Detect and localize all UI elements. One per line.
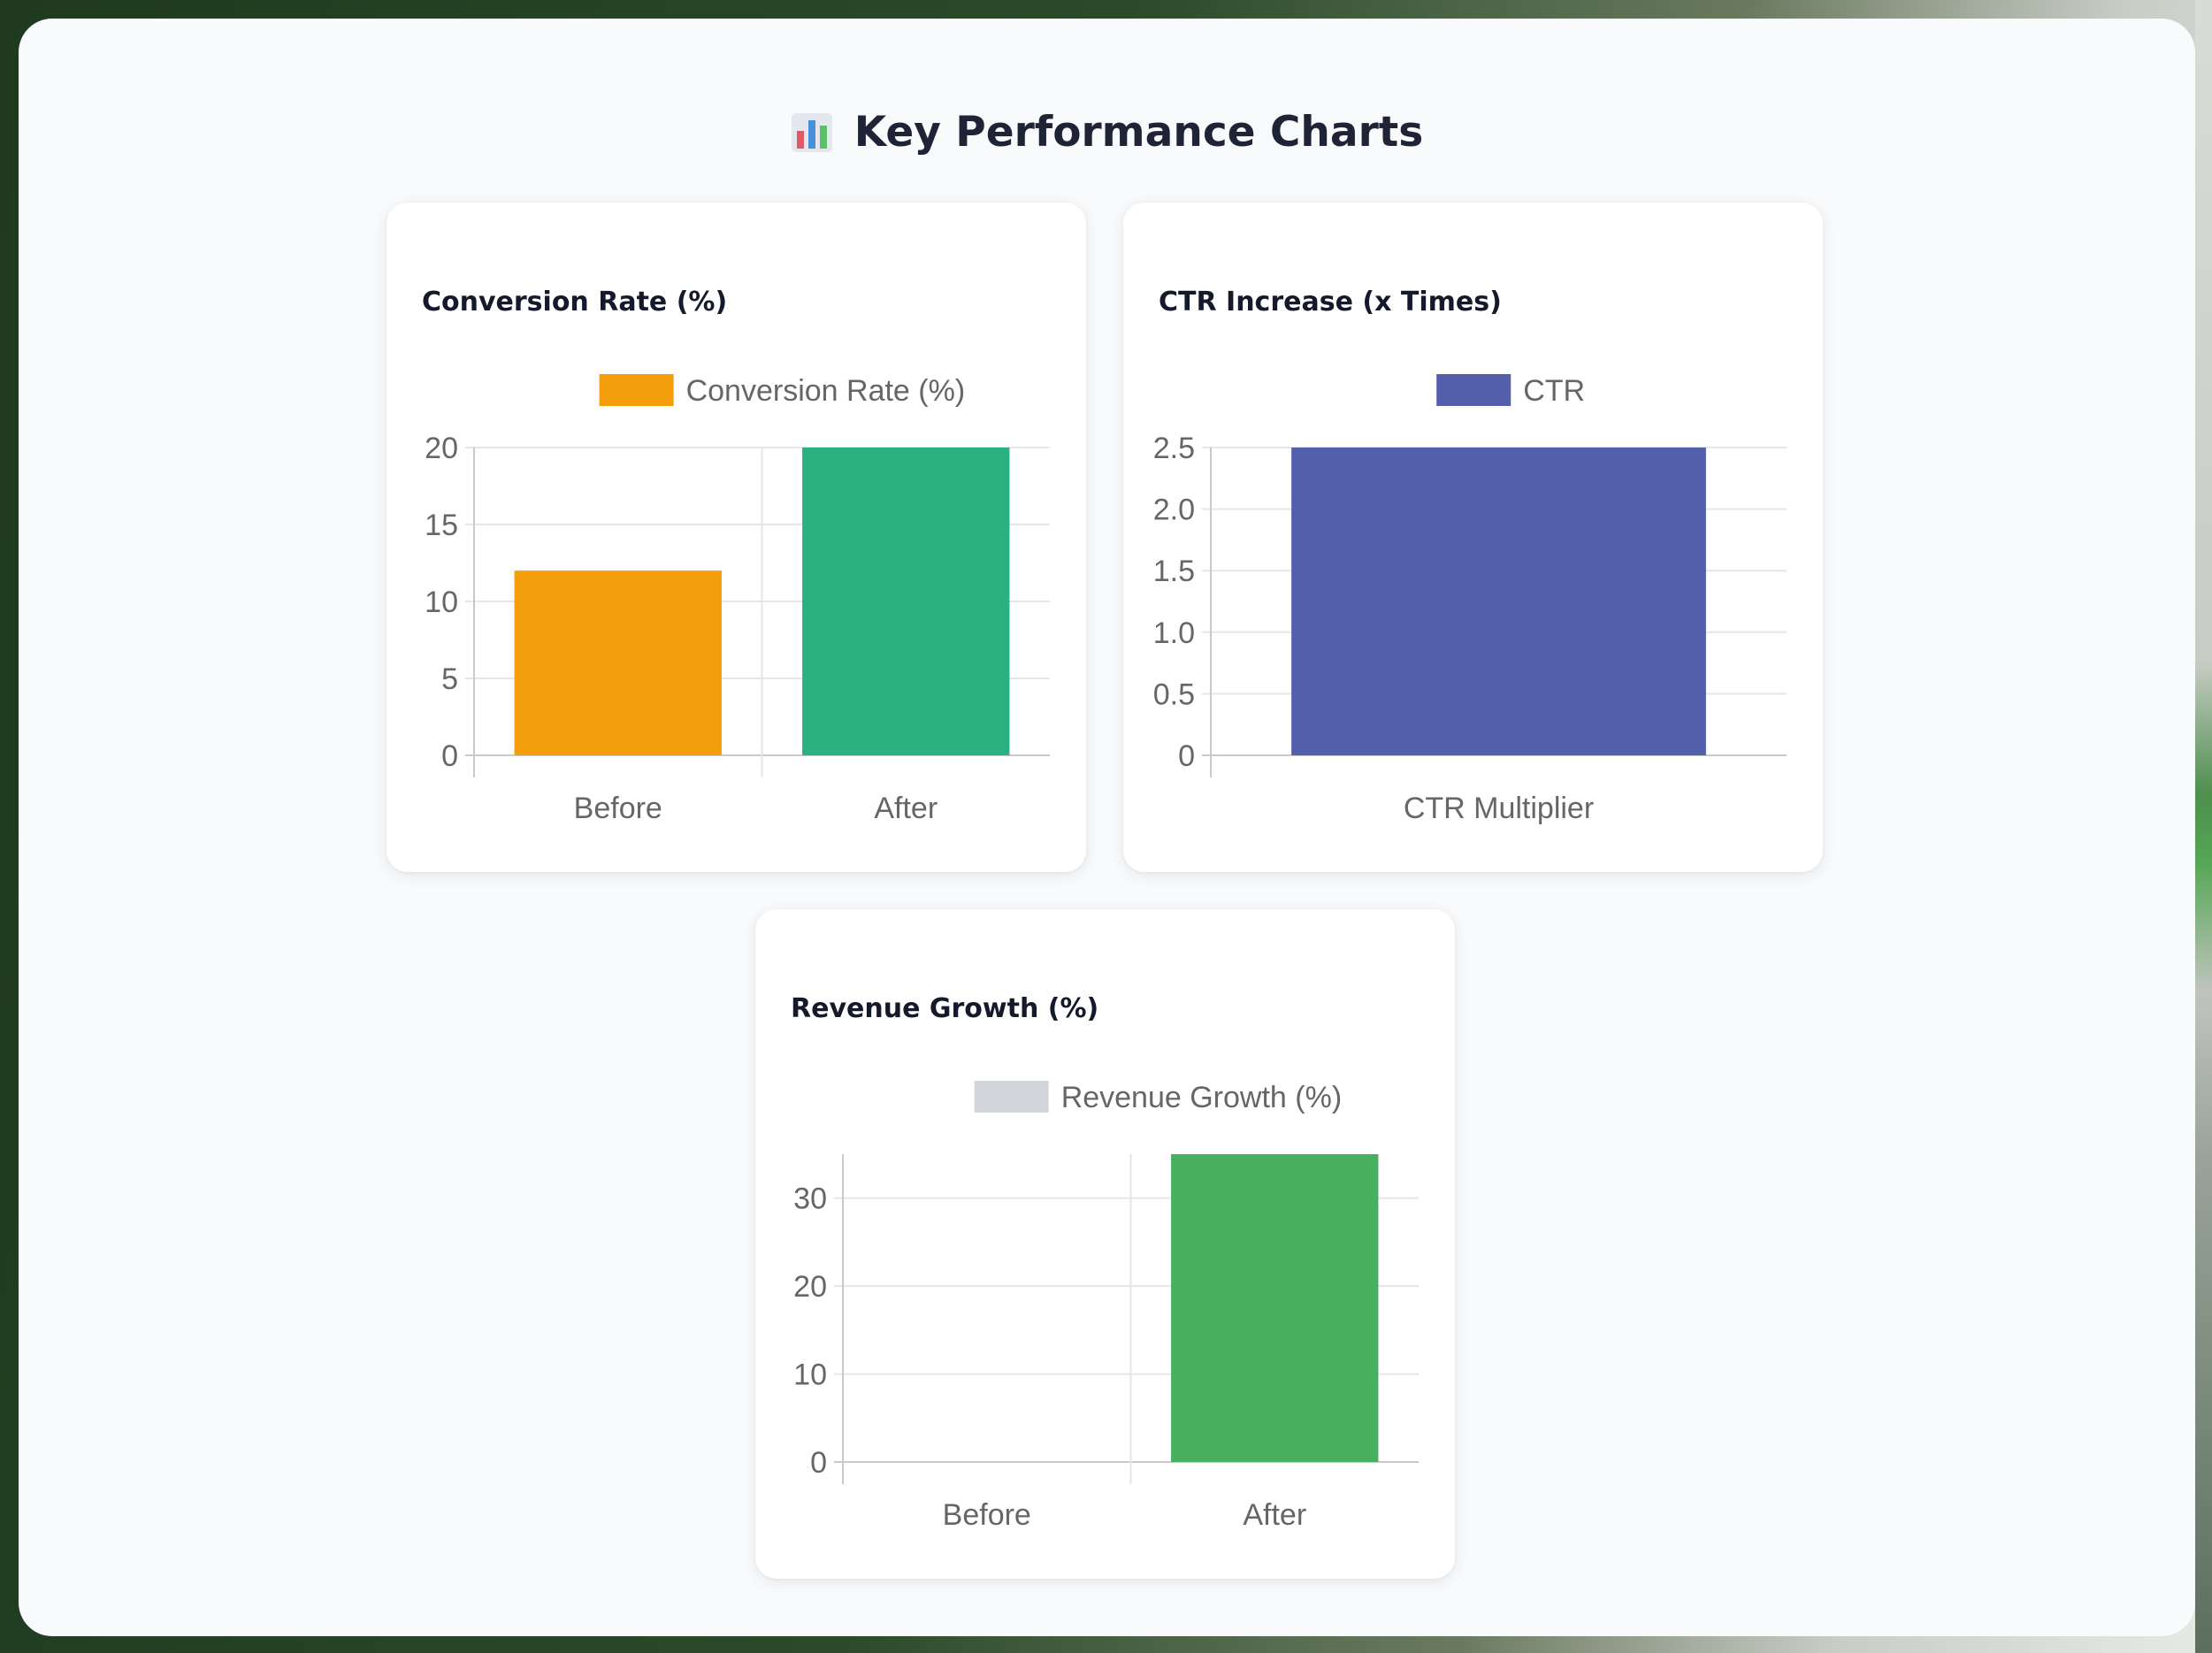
conversion-rate-card: Conversion Rate (%) Conversion Rate (%) 0… [387, 203, 1086, 872]
x-tick-label: After [874, 792, 938, 825]
legend-swatch [974, 1081, 1049, 1113]
ctr-increase-card: CTR Increase (x Times) CTR 0 0.5 1.0 1.5 2.0 2… [1123, 203, 1823, 872]
legend-label: Conversion Rate (%) [686, 374, 966, 408]
x-tick-label: Before [574, 792, 662, 825]
conversion-rate-chart: Conversion Rate (%) 0 5 10 15 20 Before After [425, 374, 1050, 825]
y-tick-label: 20 [425, 432, 458, 465]
legend-label: Revenue Growth (%) [1061, 1081, 1342, 1114]
x-tick-label: CTR Multiplier [1404, 792, 1594, 825]
x-tick-label: After [1243, 1498, 1306, 1532]
y-tick-label: 10 [793, 1358, 827, 1392]
y-tick-label: 1.5 [1153, 555, 1195, 588]
bar-chart-icon [791, 112, 832, 152]
revenue-growth-card: Revenue Growth (%) Revenue Growth (%) 0 10… [755, 909, 1455, 1579]
bar [1171, 1154, 1379, 1462]
chart-title: CTR Increase (x Times) [1159, 287, 1502, 318]
y-tick-label: 2.0 [1153, 494, 1195, 527]
chart-title: Revenue Growth (%) [791, 993, 1099, 1024]
page-title: Key Performance Charts [853, 108, 1424, 157]
y-tick-label: 0.5 [1153, 677, 1195, 711]
ctr-increase-chart: CTR 0 0.5 1.0 1.5 2.0 2.5 CTR Multiplier [1153, 374, 1787, 825]
y-tick-label: 2.5 [1153, 432, 1195, 465]
y-tick-label: 0 [1178, 739, 1195, 773]
y-tick-label: 30 [793, 1182, 827, 1216]
legend-label: CTR [1523, 374, 1585, 408]
y-tick-label: 5 [441, 662, 458, 696]
y-tick-label: 10 [425, 585, 458, 619]
y-tick-label: 15 [425, 509, 458, 542]
y-tick-label: 0 [810, 1446, 827, 1480]
revenue-growth-chart: Revenue Growth (%) 0 10 20 30 Before After [793, 1081, 1419, 1532]
background-window-strip [2195, 0, 2212, 1653]
legend-swatch [1436, 374, 1512, 406]
bar [514, 570, 722, 755]
y-tick-label: 1.0 [1153, 616, 1195, 650]
y-tick-label: 0 [441, 739, 458, 773]
legend-swatch [599, 374, 674, 406]
page-header: Key Performance Charts [0, 108, 2212, 157]
y-tick-label: 20 [793, 1270, 827, 1304]
x-tick-label: Before [943, 1498, 1031, 1532]
chart-title: Conversion Rate (%) [422, 287, 728, 318]
bar [802, 448, 1010, 755]
bar [1291, 448, 1706, 755]
